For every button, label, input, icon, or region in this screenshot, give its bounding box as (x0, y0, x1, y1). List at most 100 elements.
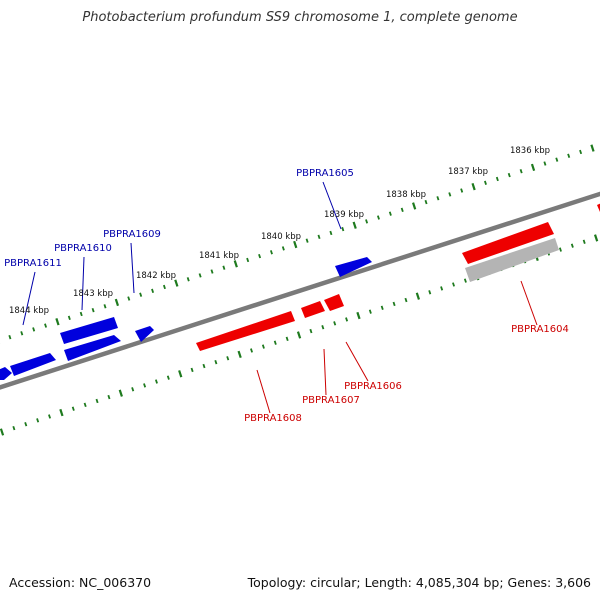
label-pbpra1609-connector (130, 242, 135, 294)
inner-tick-mark (95, 398, 99, 404)
outer-tick-mark (44, 323, 48, 328)
inner-tick-mark (452, 282, 455, 287)
tick-1841-label: 1841 kbp (199, 251, 239, 261)
outer-tick-mark (519, 169, 523, 174)
label-pbpra1610[interactable]: PBPRA1610 (54, 243, 112, 254)
outer-tick-mark (210, 269, 214, 274)
inner-tick-mark (404, 297, 408, 303)
inner-tick-mark (166, 375, 170, 380)
label-pbpra1605[interactable]: PBPRA1605 (296, 168, 354, 179)
inner-tick-mark (593, 234, 599, 242)
outer-tick-mark (471, 183, 476, 191)
outer-tick-mark (114, 298, 120, 307)
inner-tick-mark (440, 286, 444, 291)
outer-tick-mark (555, 157, 559, 162)
inner-tick-mark (321, 325, 325, 330)
outer-tick-mark (139, 292, 143, 297)
outer-tick-mark (246, 257, 250, 263)
outer-tick-mark (507, 172, 511, 178)
outer-tick-mark (530, 163, 536, 172)
outer-tick-mark (151, 288, 155, 294)
gene-pbpra1604 (462, 222, 554, 264)
outer-tick-mark (388, 211, 392, 216)
gene-labels: PBPRA1605 PBPRA1609 PBPRA1610 PBPRA1611 PBPR… (4, 168, 569, 424)
outer-tick-mark (20, 331, 24, 336)
map-title: Photobacterium profundum SS9 chromosome … (82, 10, 518, 25)
gene-pbpra1604-overlap (465, 238, 559, 282)
inner-tick-mark (309, 328, 313, 334)
inner-tick-mark (24, 422, 28, 427)
inner-tick-mark (380, 305, 384, 310)
inner-tick-mark (582, 239, 586, 244)
tick-1844-label: 1844 kbp (9, 306, 49, 316)
outer-tick-mark (460, 188, 464, 193)
tick-1843-label: 1843 kbp (73, 289, 113, 299)
outer-tick-mark (269, 250, 273, 255)
inner-tick-mark (190, 367, 194, 373)
inner-tick-mark (333, 321, 337, 326)
inner-tick-mark (463, 278, 467, 283)
outer-tick-mark (222, 265, 226, 270)
inner-tick-mark (558, 247, 562, 252)
gene-features (0, 203, 600, 380)
inner-tick-mark (131, 387, 135, 392)
gene-pbpra1609 (135, 326, 154, 342)
genome-backbone (0, 191, 600, 390)
inner-tick-mark (83, 402, 87, 408)
outer-tick-mark (8, 334, 12, 340)
outer-tick-mark (174, 279, 179, 287)
tick-1842-label: 1842 kbp (136, 271, 176, 281)
ruler-labels: 1836 kbp 1837 kbp 1838 kbp 1839 kbp 1840 kbp… (9, 146, 550, 316)
inner-tick-mark (71, 406, 75, 411)
label-pbpra1611[interactable]: PBPRA1611 (4, 258, 62, 269)
outer-tick-mark (258, 253, 262, 259)
label-pbpra1605-connector (322, 181, 342, 230)
outer-tick-mark (365, 219, 369, 224)
outer-tick-mark (579, 149, 583, 155)
outer-tick-mark (495, 176, 499, 182)
inner-tick-mark (202, 363, 206, 369)
inner-tick-mark (261, 344, 265, 349)
label-pbpra1609[interactable]: PBPRA1609 (103, 229, 161, 240)
label-pbpra1606-connector (345, 341, 369, 382)
gene-pbpra1606 (324, 294, 344, 311)
gene-pbpra1608 (196, 311, 295, 351)
outer-tick-mark (198, 273, 202, 278)
inner-tick-mark (178, 370, 183, 378)
inner-tick-mark (226, 356, 230, 361)
gene-left-edge (0, 367, 12, 380)
label-pbpra1604-connector (520, 280, 538, 326)
inner-tick-mark (48, 414, 52, 419)
outer-tick-mark (543, 161, 547, 166)
label-connectors (22, 181, 538, 414)
label-pbpra1604[interactable]: PBPRA1604 (511, 324, 569, 335)
gene-pbpra1610 (60, 317, 118, 344)
inner-tick-mark (428, 290, 432, 295)
tick-1840-label: 1840 kbp (261, 232, 301, 242)
outer-tick-mark (317, 234, 321, 240)
genome-summary-text: Topology: circular; Length: 4,085,304 bp… (247, 575, 591, 590)
outer-tick-mark (424, 199, 428, 205)
inner-tick-mark (154, 379, 158, 384)
gene-right-edge (597, 203, 600, 212)
outer-tick-mark (352, 221, 357, 229)
inner-tick-mark (368, 309, 372, 314)
outer-tick-mark (412, 202, 417, 210)
outer-tick-mark (103, 304, 107, 309)
outer-tick-mark (32, 327, 36, 332)
inner-tick-mark (250, 348, 254, 353)
outer-tick-mark (400, 207, 404, 213)
gene-pbpra1610b (64, 335, 121, 361)
inner-tick-mark (59, 408, 64, 417)
label-pbpra1607[interactable]: PBPRA1607 (302, 395, 360, 406)
label-pbpra1608-connector (256, 369, 271, 414)
outer-tick-mark (186, 277, 190, 282)
outer-tick-mark (567, 153, 571, 158)
tick-1836-label: 1836 kbp (510, 146, 550, 156)
outer-tick-mark (162, 284, 166, 290)
inner-tick-mark (237, 350, 242, 359)
label-pbpra1606[interactable]: PBPRA1606 (344, 381, 402, 392)
inner-tick-mark (345, 317, 349, 322)
label-pbpra1608[interactable]: PBPRA1608 (244, 413, 302, 424)
